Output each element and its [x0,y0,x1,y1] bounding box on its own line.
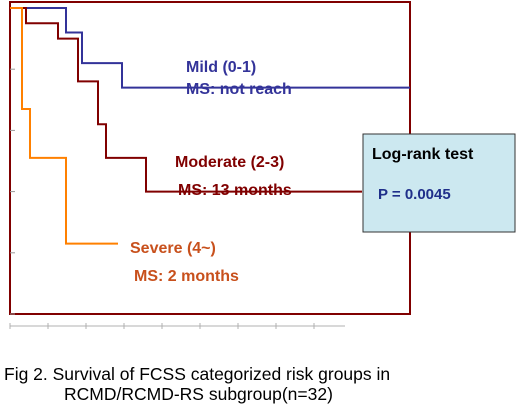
moderate-ms-label: MS: 13 months [178,182,292,199]
caption-line-2: RCMD/RCMD-RS subgroup(n=32) [64,384,333,404]
survival-curve-moderate [10,7,362,193]
figure-caption: Fig 2. Survival of FCSS categorized risk… [4,364,516,404]
survival-curve-severe [10,7,118,245]
survival-curves [10,7,410,245]
survival-curve-mild [10,7,410,89]
logrank-title: Log-rank test [372,146,474,163]
caption-line-1: Fig 2. Survival of FCSS categorized risk… [4,364,391,384]
moderate-label: Moderate (2-3) [175,154,284,171]
logrank-test-box: Log-rank test P = 0.0045 [362,133,516,233]
severe-ms-label: MS: 2 months [134,268,239,285]
logrank-box-background [362,133,516,233]
mild-label: Mild (0-1) [186,59,256,76]
severe-label: Severe (4~) [130,240,216,257]
logrank-p-value: P = 0.0045 [378,186,451,203]
survival-chart: Mild (0-1) MS: not reach Moderate (2-3) … [9,1,516,329]
mild-ms-label: MS: not reach [186,81,292,98]
x-axis-ticks [9,323,315,329]
